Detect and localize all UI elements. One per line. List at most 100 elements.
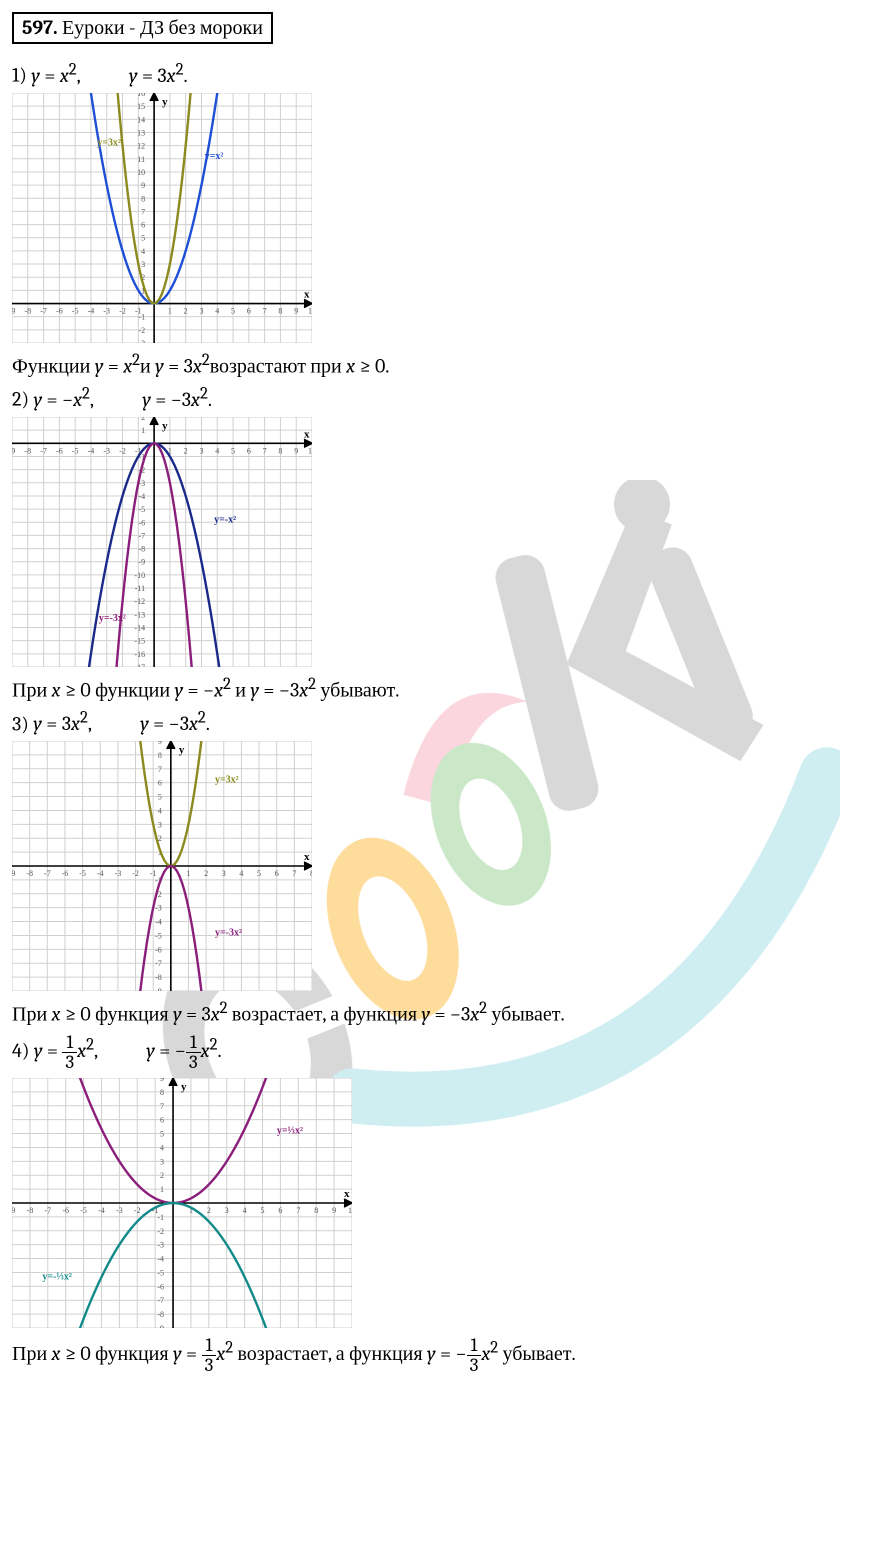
item-label: 4) — [12, 1039, 29, 1062]
svg-text:-9: -9 — [138, 558, 145, 567]
equation-1: y = x2, — [31, 64, 80, 87]
problem-item: 3) y = 3x2, y = −3x2. -9-8-7-6-5-4-3-2-1… — [12, 709, 860, 1027]
equation-1: y = −x2, — [34, 388, 94, 411]
svg-text:4: 4 — [215, 446, 219, 455]
svg-text:2: 2 — [204, 869, 208, 878]
svg-text:4: 4 — [158, 807, 162, 816]
svg-text:-3: -3 — [138, 339, 145, 343]
svg-text:-5: -5 — [80, 1206, 87, 1215]
svg-text:-1: -1 — [157, 1213, 164, 1222]
svg-text:-5: -5 — [72, 306, 79, 315]
svg-text:7: 7 — [263, 446, 267, 455]
svg-text:-5: -5 — [79, 869, 86, 878]
svg-text:3: 3 — [141, 260, 145, 269]
svg-text:2: 2 — [141, 417, 145, 422]
chart: -9-8-7-6-5-4-3-2-112345678910-17-16-15-1… — [12, 417, 312, 667]
equation-2: y = −3x2. — [140, 712, 210, 735]
svg-text:-4: -4 — [98, 1206, 105, 1215]
item-label: 2) — [12, 388, 29, 411]
svg-text:-7: -7 — [157, 1296, 164, 1305]
svg-text:3: 3 — [225, 1206, 229, 1215]
svg-text:-9: -9 — [12, 869, 15, 878]
svg-text:7: 7 — [263, 306, 267, 315]
chart: -9-8-7-6-5-4-3-2-112345678-9-8-7-6-5-4-3… — [12, 741, 312, 991]
svg-text:1: 1 — [168, 306, 172, 315]
svg-text:-9: -9 — [157, 1324, 164, 1328]
svg-text:5: 5 — [231, 306, 235, 315]
svg-text:7: 7 — [158, 765, 162, 774]
item-label: 1) — [12, 64, 27, 87]
equation-line: 3) y = 3x2, y = −3x2. — [12, 709, 860, 736]
svg-text:7: 7 — [296, 1206, 300, 1215]
svg-text:5: 5 — [160, 1129, 164, 1138]
chart-wrap: -9-8-7-6-5-4-3-2-112345678-9-8-7-6-5-4-3… — [12, 741, 860, 991]
svg-text:-2: -2 — [119, 306, 126, 315]
svg-text:3: 3 — [222, 869, 226, 878]
equation-line: 2) y = −x2, y = −3x2. — [12, 384, 860, 411]
svg-text:-9: -9 — [12, 446, 15, 455]
svg-text:-2: -2 — [157, 1227, 164, 1236]
svg-text:-8: -8 — [26, 869, 33, 878]
svg-text:9: 9 — [160, 1078, 164, 1083]
svg-text:-4: -4 — [138, 492, 145, 501]
svg-text:-4: -4 — [155, 918, 162, 927]
svg-text:-6: -6 — [56, 306, 63, 315]
svg-text:-8: -8 — [27, 1206, 34, 1215]
svg-text:-3: -3 — [103, 446, 110, 455]
svg-text:-3: -3 — [155, 904, 162, 913]
equation-1: y = 3x2, — [33, 712, 91, 735]
svg-text:-7: -7 — [44, 869, 51, 878]
svg-text:-2: -2 — [138, 325, 145, 334]
svg-text:x: x — [304, 288, 310, 300]
svg-text:1: 1 — [186, 869, 190, 878]
svg-text:2: 2 — [184, 306, 188, 315]
svg-text:-7: -7 — [138, 531, 145, 540]
svg-text:y: y — [181, 1081, 187, 1093]
conclusion: При x ≥ 0 функции y = −x2 и y = −3x2 убы… — [12, 675, 860, 703]
svg-text:9: 9 — [294, 306, 298, 315]
svg-text:-15: -15 — [134, 637, 145, 646]
svg-text:y=-3x²: y=-3x² — [215, 928, 242, 939]
svg-text:y=⅓x²: y=⅓x² — [277, 1125, 303, 1136]
svg-text:8: 8 — [160, 1088, 164, 1097]
svg-text:-9: -9 — [12, 1206, 15, 1215]
svg-text:-8: -8 — [24, 446, 31, 455]
svg-text:5: 5 — [261, 1206, 265, 1215]
problem-number: 597. — [22, 16, 58, 39]
svg-text:15: 15 — [137, 102, 145, 111]
svg-text:y=3x²: y=3x² — [215, 775, 239, 786]
svg-text:y=-⅓x²: y=-⅓x² — [42, 1271, 72, 1282]
svg-text:-5: -5 — [138, 505, 145, 514]
svg-text:9: 9 — [294, 446, 298, 455]
svg-text:8: 8 — [278, 446, 282, 455]
chart: -9-8-7-6-5-4-3-2-112345678910-3-2-112345… — [12, 93, 312, 343]
svg-text:-8: -8 — [157, 1310, 164, 1319]
svg-text:-4: -4 — [97, 869, 104, 878]
svg-text:2: 2 — [184, 446, 188, 455]
svg-text:8: 8 — [141, 194, 145, 203]
svg-text:10: 10 — [137, 168, 145, 177]
svg-text:8: 8 — [278, 306, 282, 315]
svg-text:y: y — [162, 420, 168, 432]
svg-text:14: 14 — [137, 115, 145, 124]
svg-text:-3: -3 — [115, 869, 122, 878]
svg-text:3: 3 — [199, 446, 203, 455]
svg-text:4: 4 — [243, 1206, 247, 1215]
svg-text:-9: -9 — [155, 987, 162, 991]
svg-text:-6: -6 — [157, 1282, 164, 1291]
svg-text:-17: -17 — [134, 663, 145, 667]
svg-text:x: x — [304, 428, 310, 440]
svg-text:-9: -9 — [12, 306, 15, 315]
svg-text:8: 8 — [158, 751, 162, 760]
item-label: 3) — [12, 712, 29, 735]
svg-text:3: 3 — [199, 306, 203, 315]
svg-text:-6: -6 — [62, 1206, 69, 1215]
svg-text:y=3x²: y=3x² — [97, 137, 121, 148]
conclusion: При x ≥ 0 функция y = 3x2 возрастает, а … — [12, 999, 860, 1027]
svg-text:-5: -5 — [155, 932, 162, 941]
svg-text:7: 7 — [292, 869, 296, 878]
svg-text:5: 5 — [158, 793, 162, 802]
svg-text:-3: -3 — [116, 1206, 123, 1215]
chart-wrap: -9-8-7-6-5-4-3-2-112345678910-9-8-7-6-5-… — [12, 1078, 860, 1328]
svg-text:4: 4 — [160, 1143, 164, 1152]
